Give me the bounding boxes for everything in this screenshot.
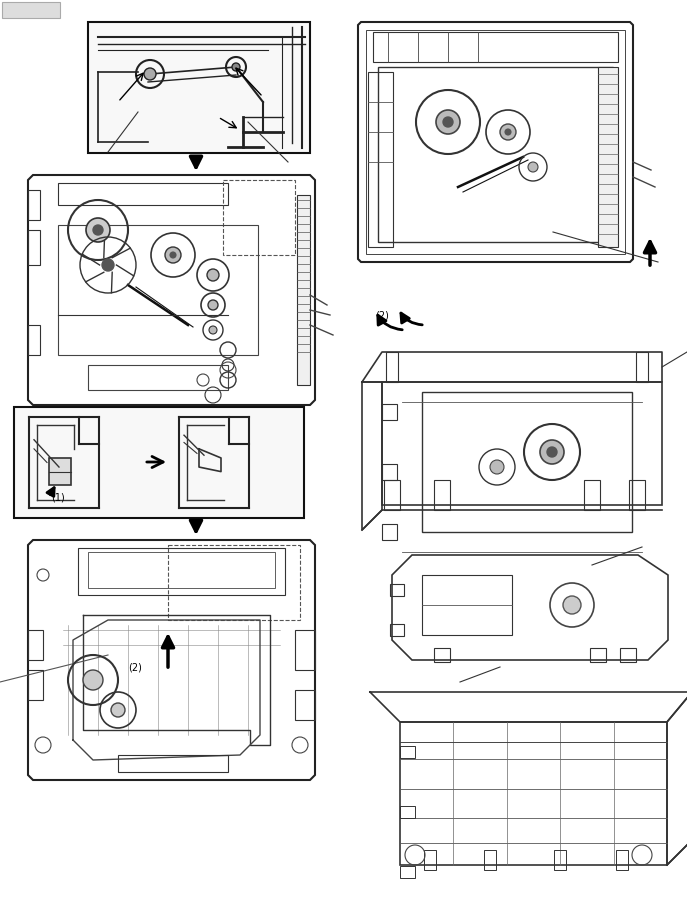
Circle shape xyxy=(547,447,557,457)
Bar xyxy=(390,584,404,596)
Circle shape xyxy=(528,162,538,172)
Bar xyxy=(584,480,600,510)
Bar xyxy=(2,2,60,18)
Bar xyxy=(49,458,71,485)
Text: (2): (2) xyxy=(128,662,142,672)
Bar xyxy=(28,230,40,265)
Bar xyxy=(400,806,415,818)
Circle shape xyxy=(490,460,504,474)
Circle shape xyxy=(208,300,218,310)
Bar xyxy=(384,480,400,510)
Bar xyxy=(484,850,496,870)
Bar xyxy=(58,225,258,355)
Bar xyxy=(629,480,645,510)
Circle shape xyxy=(500,124,516,140)
Bar xyxy=(28,325,40,355)
Bar xyxy=(382,524,397,540)
Bar xyxy=(366,30,625,254)
Bar xyxy=(223,180,295,255)
Bar xyxy=(368,72,393,247)
Circle shape xyxy=(563,596,581,614)
Bar xyxy=(636,352,648,382)
Bar xyxy=(14,407,304,518)
Bar xyxy=(295,630,315,670)
Circle shape xyxy=(540,440,564,464)
Bar xyxy=(400,746,415,758)
Bar xyxy=(424,850,436,870)
Bar xyxy=(616,850,628,870)
Bar xyxy=(88,365,228,390)
Bar xyxy=(78,548,285,595)
Bar xyxy=(554,850,566,870)
Bar xyxy=(58,183,228,205)
Circle shape xyxy=(170,252,176,258)
Bar xyxy=(422,392,632,532)
Bar xyxy=(400,866,415,878)
Bar xyxy=(382,464,397,480)
Circle shape xyxy=(83,670,103,690)
Bar xyxy=(382,404,397,420)
Circle shape xyxy=(165,247,181,263)
Bar xyxy=(28,630,43,660)
Text: (1): (1) xyxy=(51,493,65,503)
Bar xyxy=(620,648,636,662)
Circle shape xyxy=(144,68,156,80)
Bar xyxy=(386,352,398,382)
Circle shape xyxy=(436,110,460,134)
Bar xyxy=(28,670,43,700)
Circle shape xyxy=(505,129,511,135)
Circle shape xyxy=(207,269,219,281)
Bar xyxy=(88,552,275,588)
Bar xyxy=(590,648,606,662)
Bar xyxy=(295,690,315,720)
Circle shape xyxy=(111,703,125,717)
Bar xyxy=(28,190,40,220)
Bar xyxy=(378,67,613,242)
Bar xyxy=(373,32,618,62)
Bar xyxy=(422,575,512,635)
Bar xyxy=(88,22,310,153)
Bar xyxy=(382,382,662,505)
Bar xyxy=(297,195,310,385)
Bar xyxy=(390,624,404,636)
Bar xyxy=(598,67,618,247)
Circle shape xyxy=(209,326,217,334)
Text: (2): (2) xyxy=(375,310,389,320)
Circle shape xyxy=(93,225,103,235)
Bar xyxy=(118,755,228,772)
Circle shape xyxy=(232,63,240,71)
Circle shape xyxy=(443,117,453,127)
Bar xyxy=(434,648,450,662)
Bar xyxy=(400,722,667,865)
Circle shape xyxy=(86,218,110,242)
Bar xyxy=(434,480,450,510)
Circle shape xyxy=(102,259,114,271)
Bar xyxy=(168,545,300,620)
